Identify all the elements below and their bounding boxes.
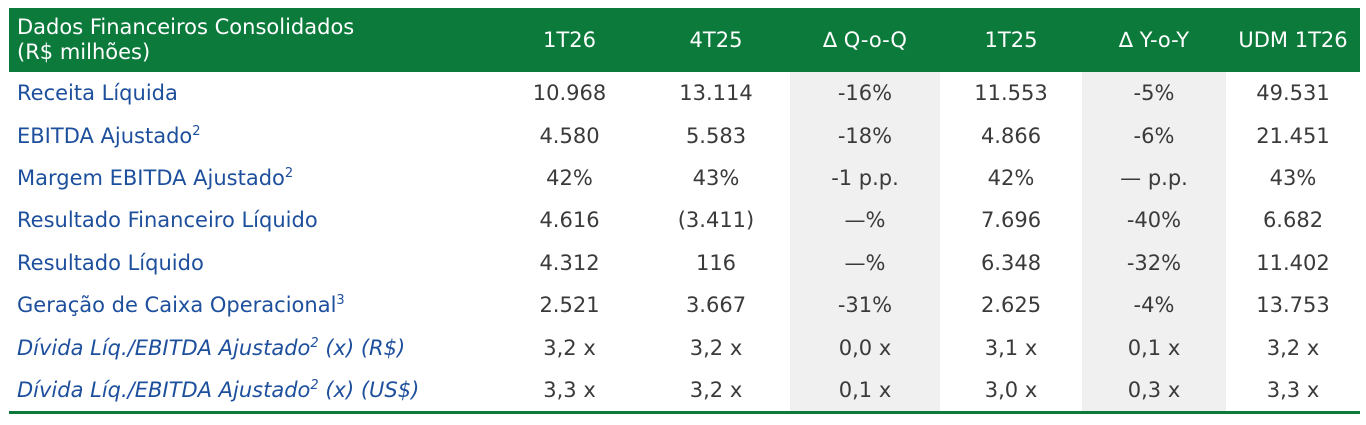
table-header-row: Dados Financeiros Consolidados (R$ milhõ… [9, 8, 1360, 72]
row-label: Resultado Financeiro Líquido [9, 199, 497, 241]
footnote-marker: 2 [310, 335, 319, 351]
cell-value: 116 [695, 250, 737, 275]
row-label: EBITDA Ajustado2 [9, 114, 497, 156]
row-label-text: Dívida Líq./EBITDA Ajustado [17, 335, 311, 360]
cell-value: 0,3 x [1082, 368, 1226, 412]
cell-value: -31% [790, 283, 940, 327]
row-label-suffix: (x) (R$) [318, 335, 406, 360]
cell-value: -6% [1082, 114, 1226, 157]
cell-value: -16% [790, 72, 940, 115]
cell-value: -40% [1082, 199, 1226, 242]
cell-value: 11.402 [1256, 250, 1330, 275]
row-label: Dívida Líq./EBITDA Ajustado2 (x) (R$) [9, 326, 497, 368]
cell-value: 2.521 [539, 293, 600, 318]
cell-value: 4.866 [980, 123, 1042, 148]
cell-value: 3,1 x [984, 335, 1038, 360]
table-row: Receita Líquida 10.968 13.114 -16% 11.553 -5%… [9, 72, 1360, 115]
column-header-delta-qoq: ∆ Q-o-Q [823, 28, 907, 52]
cell-value: 3,0 x [984, 377, 1038, 402]
cell-value: -1 p.p. [790, 156, 940, 200]
cell-value: 6.682 [1262, 208, 1324, 233]
row-label: Receita Líquida [9, 72, 497, 114]
footnote-marker: 2 [310, 377, 319, 393]
table-row: Dívida Líq./EBITDA Ajustado2 (x) (US$) 3,… [9, 368, 1360, 412]
cell-value: 3,2 x [689, 377, 743, 402]
cell-value: 3,3 x [543, 377, 596, 402]
cell-value: 3,2 x [543, 335, 596, 360]
row-label-text: Receita Líquida [17, 81, 178, 106]
cell-value: —% [790, 241, 940, 284]
cell-value: 3,2 x [689, 335, 743, 360]
row-label: Resultado Líquido [9, 242, 497, 284]
cell-value: 21.451 [1256, 123, 1330, 148]
cell-value: 11.553 [974, 81, 1048, 106]
table-title-line2: (R$ milhões) [17, 40, 151, 64]
footnote-marker: 2 [284, 165, 294, 181]
cell-value: 10.968 [532, 81, 607, 106]
table-row: Dívida Líq./EBITDA Ajustado2 (x) (R$) 3,2… [9, 326, 1360, 369]
cell-value: (3.411) [677, 208, 755, 233]
table-row: EBITDA Ajustado2 4.580 5.583 -18% 4.866 -6% 21… [9, 114, 1360, 157]
cell-value: 43% [1269, 165, 1317, 190]
table-title: Dados Financeiros Consolidados (R$ milhõ… [9, 8, 497, 72]
row-label-text: Resultado Líquido [17, 250, 204, 275]
row-label: Dívida Líq./EBITDA Ajustado2 (x) (US$) [9, 369, 497, 411]
table-bottom-rule [9, 411, 1360, 415]
column-header-1t26: 1T26 [543, 28, 596, 52]
cell-value: 2.625 [980, 293, 1042, 318]
cell-value: 4.580 [539, 123, 600, 148]
cell-value: 7.696 [980, 208, 1042, 233]
cell-value: 43% [692, 165, 740, 190]
cell-value: 3,2 x [1266, 335, 1320, 360]
cell-value: 13.114 [679, 81, 753, 106]
cell-value: 4.616 [539, 208, 600, 233]
cell-value: -18% [790, 114, 940, 157]
cell-value: 42% [987, 165, 1035, 190]
column-header-4t25: 4T25 [689, 28, 743, 52]
cell-value: —% [790, 199, 940, 242]
row-label-text: Margem EBITDA Ajustado [17, 165, 285, 190]
table-row: Resultado Líquido 4.312 116 —% 6.348 -32% 11.4… [9, 241, 1360, 284]
row-label-text: Geração de Caixa Operacional [17, 293, 337, 318]
cell-value: -4% [1082, 283, 1226, 327]
cell-value: 0,0 x [790, 326, 940, 369]
cell-value: 0,1 x [1082, 326, 1226, 369]
table-title-line1: Dados Financeiros Consolidados [17, 15, 355, 39]
row-label: Geração de Caixa Operacional3 [9, 284, 497, 326]
table-row: Margem EBITDA Ajustado2 42% 43% -1 p.p. 42% —… [9, 156, 1360, 200]
cell-value: -32% [1082, 241, 1226, 284]
column-header-udm-1t26: UDM 1T26 [1238, 28, 1348, 52]
row-label-suffix: (x) (US$) [318, 377, 420, 402]
row-label-text: Resultado Financeiro Líquido [17, 208, 318, 233]
cell-value: 49.531 [1256, 81, 1330, 106]
column-header-delta-yoy: ∆ Y-o-Y [1118, 28, 1190, 52]
cell-value: 13.753 [1256, 293, 1330, 318]
row-label: Margem EBITDA Ajustado2 [9, 157, 497, 199]
cell-value: — p.p. [1082, 156, 1226, 200]
cell-value: 3,3 x [1266, 377, 1320, 402]
footnote-marker: 2 [192, 123, 201, 139]
row-label-text: Dívida Líq./EBITDA Ajustado [17, 377, 311, 402]
cell-value: 6.348 [980, 250, 1042, 275]
financial-summary-table: Dados Financeiros Consolidados (R$ milhõ… [9, 8, 1360, 412]
row-label-text: EBITDA Ajustado [17, 123, 193, 148]
cell-value: 5.583 [685, 123, 747, 148]
table-row: Resultado Financeiro Líquido 4.616 (3.411)… [9, 199, 1360, 242]
cell-value: 42% [546, 165, 593, 190]
cell-value: 3.667 [685, 293, 747, 318]
financial-table-container: Dados Financeiros Consolidados (R$ milhõ… [9, 8, 1360, 415]
cell-value: 4.312 [539, 250, 600, 275]
footnote-marker: 3 [336, 293, 345, 309]
cell-value: -5% [1082, 72, 1226, 115]
cell-value: 0,1 x [790, 368, 940, 412]
column-header-1t25: 1T25 [984, 28, 1038, 52]
table-row: Geração de Caixa Operacional3 2.521 3.667 -… [9, 283, 1360, 327]
